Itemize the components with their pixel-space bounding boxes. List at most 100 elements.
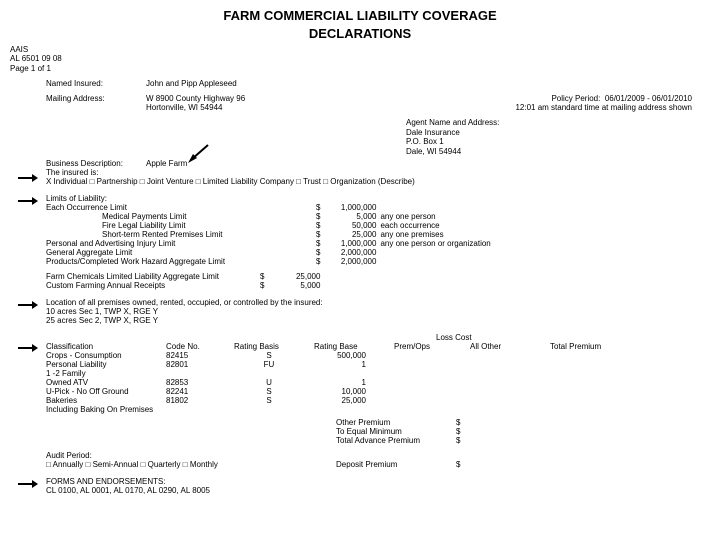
dollar-sign: $ [316,221,324,230]
class-cell [550,369,640,378]
class-cell: Including Baking On Premises [46,405,166,414]
insured-is-label: The insured is: [46,168,710,177]
limit-note [380,257,494,266]
class-cell: 500,000 [314,351,394,360]
class-cell [394,387,470,396]
class-cell [234,369,314,378]
title-line2: DECLARATIONS [10,26,710,42]
arrow-icon [18,479,38,489]
limit-amount: 1,000,000 [324,203,380,212]
limit-name: Short-term Rented Premises Limit [46,230,316,239]
class-cell: Owned ATV [46,378,166,387]
dollar-sign: $ [456,427,460,436]
class-cell [166,405,234,414]
limit-note: any one person [380,212,494,221]
mailing-line2: Hortonville, WI 54944 [146,103,245,112]
class-cell: U-Pick - No Off Ground [46,387,166,396]
class-cell [470,387,550,396]
agent-label: Agent Name and Address: [406,118,710,128]
dollar-sign: $ [316,212,324,221]
class-cell [234,405,314,414]
forms-line: CL 0100, AL 0001, AL 0170, AL 0290, AL 8… [46,486,710,495]
policy-period-label: Policy Period: [551,94,600,103]
limit-name: Personal and Advertising Injury Limit [46,239,316,248]
limit-amount: 2,000,000 [324,257,380,266]
class-header: Code No. [166,342,234,351]
limit-amount: 1,000,000 [324,239,380,248]
class-cell [470,378,550,387]
class-header: Rating Base [314,342,394,351]
class-cell: 1 [314,378,394,387]
org-code: AAIS [10,45,710,55]
class-cell: 25,000 [314,396,394,405]
total-adv-label: Total Advance Premium [336,436,456,445]
class-cell: 10,000 [314,387,394,396]
title-line1: FARM COMMERCIAL LIABILITY COVERAGE [10,8,710,24]
agent-line2: P.O. Box 1 [406,137,710,147]
limit-amount: 2,000,000 [324,248,380,257]
class-cell [166,369,234,378]
mailing-label: Mailing Address: [46,94,146,112]
class-cell [394,360,470,369]
arrow-diag-icon [186,143,210,163]
limit-amount: 25,000 [268,272,324,281]
class-cell: Personal Liability [46,360,166,369]
class-cell [550,351,640,360]
dollar-sign: $ [456,460,460,469]
equal-min-label: To Equal Minimum [336,427,456,436]
limit-name: Each Occurrence Limit [46,203,316,212]
class-header: Total Premium [550,342,640,351]
audit-options: □ Annually □ Semi-Annual □ Quarterly □ M… [46,460,336,469]
class-cell: U [234,378,314,387]
class-cell: 1 [314,360,394,369]
class-cell [470,351,550,360]
premises-line2: 25 acres Sec 2, TWP X, RGE Y [46,316,710,325]
class-cell [550,378,640,387]
class-cell [394,405,470,414]
named-insured-value: John and Pipp Appleseed [146,79,237,88]
audit-label: Audit Period: [46,451,710,460]
class-header: Classification [46,342,166,351]
dollar-sign: $ [316,257,324,266]
limit-note [380,248,494,257]
class-cell: 82801 [166,360,234,369]
limit-name: Products/Completed Work Hazard Aggregate… [46,257,316,266]
premises-line1: 10 acres Sec 1, TWP X, RGE Y [46,307,710,316]
agent-line1: Dale Insurance [406,128,710,138]
limits-label: Limits of Liability: [46,194,710,203]
dollar-sign: $ [260,281,268,290]
arrow-icon [18,196,38,206]
class-cell [470,369,550,378]
class-cell [314,369,394,378]
class-cell: Bakeries [46,396,166,405]
dollar-sign: $ [456,436,460,445]
premises-label: Location of all premises owned, rented, … [46,298,710,307]
class-cell: 81802 [166,396,234,405]
arrow-icon [18,173,38,183]
page-number: Page 1 of 1 [10,64,710,74]
other-premium-label: Other Premium [336,418,456,427]
bus-desc: Apple Farm [146,159,187,168]
class-cell: FU [234,360,314,369]
class-cell: Crops - Consumption [46,351,166,360]
limit-name: Farm Chemicals Limited Liability Aggrega… [46,272,260,281]
arrow-icon [18,300,38,310]
limit-note: any one person or organization [380,239,494,248]
class-header: Prem/Ops [394,342,470,351]
policy-time: 12:01 am standard time at mailing addres… [515,103,692,112]
class-cell [470,360,550,369]
class-cell [470,405,550,414]
deposit-label: Deposit Premium [336,460,456,469]
dollar-sign: $ [316,230,324,239]
limit-note: each occurrence [380,221,494,230]
dollar-sign: $ [260,272,268,281]
class-cell: 82415 [166,351,234,360]
forms-label: FORMS AND ENDORSEMENTS: [46,477,710,486]
class-cell: S [234,351,314,360]
policy-period: 06/01/2009 - 06/01/2010 [605,94,692,103]
bus-desc-label: Business Description: [46,159,146,168]
class-cell: 82241 [166,387,234,396]
insured-type-line: X Individual □ Partnership □ Joint Ventu… [46,177,710,186]
class-cell [394,378,470,387]
class-cell [394,369,470,378]
